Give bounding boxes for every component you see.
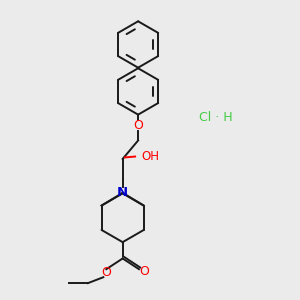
Text: N: N — [117, 186, 128, 199]
Text: O: O — [140, 265, 149, 278]
Text: O: O — [133, 118, 143, 131]
Text: O: O — [101, 266, 111, 279]
Text: OH: OH — [141, 150, 159, 163]
Text: Cl · H: Cl · H — [199, 111, 232, 124]
